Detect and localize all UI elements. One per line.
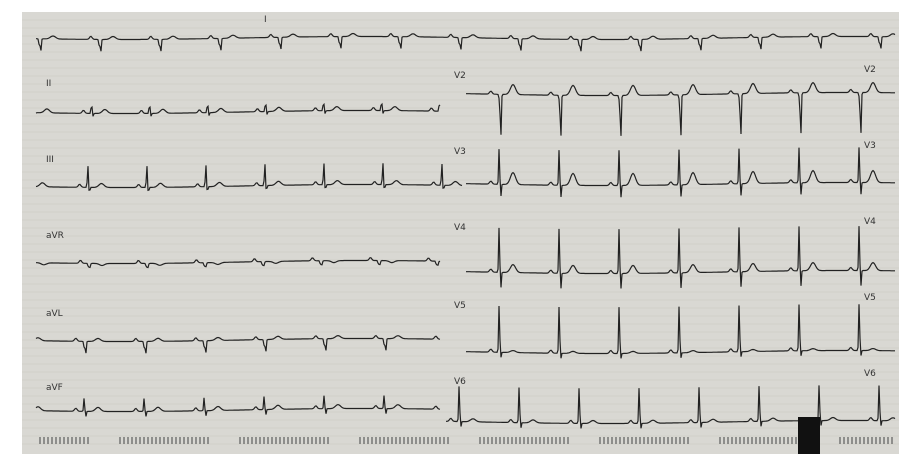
- ecg-paper: [22, 12, 899, 454]
- lead-label: V5: [454, 301, 466, 311]
- lead-label: V6: [454, 377, 466, 387]
- lead-label: II: [46, 79, 51, 89]
- lead-label: V2: [864, 65, 876, 75]
- ecg-trace: [466, 147, 895, 198]
- lead-label: V4: [454, 223, 466, 233]
- ecg-trace: [36, 32, 896, 52]
- lead-label: V2: [454, 71, 466, 81]
- lead-label: V6: [864, 369, 876, 379]
- lead-label: V3: [454, 147, 466, 157]
- ecg-trace: [35, 163, 463, 192]
- lead-label: V5: [864, 293, 876, 303]
- ecg-trace: [35, 102, 441, 117]
- lead-label: aVR: [46, 231, 64, 241]
- ecg-trace: [466, 304, 895, 359]
- traces: [35, 32, 896, 429]
- lead-label: I: [264, 15, 267, 25]
- lead-label: III: [46, 155, 54, 165]
- lead-label: V3: [864, 141, 876, 151]
- ecg-trace: [36, 257, 441, 269]
- paper-grid: [22, 19, 899, 445]
- lead-label: aVL: [46, 309, 63, 319]
- lead-label: aVF: [46, 383, 63, 393]
- ecg-trace: [466, 226, 895, 289]
- calibration-block: [798, 417, 820, 454]
- ecg-trace: [466, 81, 895, 136]
- ecg-trace: [35, 334, 441, 354]
- ecg-trace: [446, 385, 896, 429]
- lead-label: V4: [864, 217, 876, 227]
- ecg-trace: [35, 395, 441, 417]
